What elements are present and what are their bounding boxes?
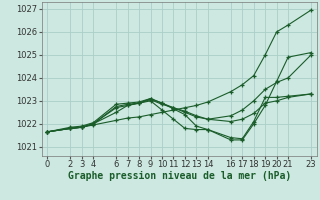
X-axis label: Graphe pression niveau de la mer (hPa): Graphe pression niveau de la mer (hPa) bbox=[68, 171, 291, 181]
